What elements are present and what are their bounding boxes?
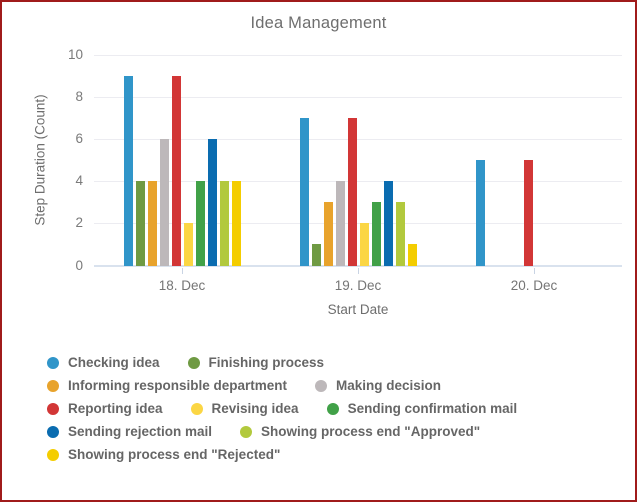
legend-color-dot-icon (315, 379, 328, 392)
bar-0-2[interactable] (147, 181, 157, 266)
x-axis-tick (533, 267, 535, 274)
bar-group (475, 55, 593, 266)
legend-color-dot-icon (47, 356, 59, 369)
legend-row: Reporting idea Revising idea Sending confi… (47, 400, 545, 417)
bar-0-6[interactable] (195, 181, 205, 266)
legend-item[interactable]: Finishing process (187, 355, 325, 370)
bar-group (299, 55, 417, 266)
gridline (94, 139, 622, 141)
bar-1-7[interactable] (383, 181, 393, 266)
legend-item-label: Finishing process (208, 355, 325, 370)
bar-2-0[interactable] (475, 160, 485, 266)
bar-1-2[interactable] (323, 202, 333, 266)
legend-row: Showing process end "Rejected" (47, 446, 545, 463)
legend-color-dot-icon (190, 402, 203, 415)
bar-0-7[interactable] (207, 139, 217, 266)
gridline (94, 55, 622, 56)
gridline (94, 223, 622, 225)
legend-item[interactable]: Sending confirmation mail (326, 401, 518, 416)
bar-group (123, 55, 241, 266)
legend-row: Checking idea Finishing process (47, 354, 545, 371)
bar-1-0[interactable] (299, 118, 309, 266)
y-tick-label: 6 (75, 131, 83, 147)
legend-item-label: Reporting idea (68, 401, 163, 416)
y-tick-label: 2 (75, 215, 83, 231)
legend-item[interactable]: Sending rejection mail (47, 424, 212, 439)
bar-2-4[interactable] (523, 160, 533, 266)
legend-color-dot-icon (47, 402, 59, 415)
bar-1-9[interactable] (407, 244, 417, 266)
legend-color-dot-icon (326, 402, 339, 415)
x-axis-line (94, 264, 622, 267)
legend-color-dot-icon (240, 425, 253, 438)
y-tick-label: 10 (67, 47, 83, 62)
bar-0-8[interactable] (219, 181, 229, 266)
bar-1-6[interactable] (371, 202, 381, 266)
legend-item-label: Showing process end "Approved" (261, 424, 481, 439)
bar-1-4[interactable] (347, 118, 357, 266)
legend-row: Sending rejection mail Showing process en… (47, 423, 545, 440)
legend-item-label: Showing process end "Rejected" (68, 447, 281, 462)
legend-item-label: Making decision (336, 378, 442, 393)
x-axis-title: Start Date (327, 302, 389, 317)
legend-item[interactable]: Showing process end "Rejected" (47, 447, 280, 462)
bar-0-5[interactable] (183, 223, 193, 266)
legend-item-label: Checking idea (68, 355, 160, 370)
x-axis-tick (357, 267, 359, 274)
bar-1-8[interactable] (395, 202, 405, 266)
x-tick-label: 19. Dec (334, 278, 382, 293)
gridline (94, 181, 622, 183)
legend: Checking idea Finishing process Informing … (47, 354, 545, 469)
legend-color-dot-icon (187, 356, 200, 369)
legend-item[interactable]: Reporting idea (47, 401, 163, 416)
legend-color-dot-icon (47, 379, 59, 392)
legend-item-label: Sending rejection mail (68, 424, 213, 439)
bar-0-9[interactable] (231, 181, 241, 266)
x-axis-tick (181, 267, 183, 274)
legend-item[interactable]: Making decision (315, 378, 441, 393)
bar-0-0[interactable] (123, 76, 133, 266)
bar-1-1[interactable] (311, 244, 321, 266)
legend-item-label: Sending confirmation mail (347, 401, 518, 416)
bar-1-5[interactable] (359, 223, 369, 266)
y-tick-label: 0 (75, 257, 83, 273)
y-tick-label: 8 (75, 89, 83, 105)
y-tick-label: 4 (75, 173, 83, 189)
chart-title: Idea Management (250, 14, 387, 32)
x-tick-label: 20. Dec (510, 278, 558, 293)
legend-item-label: Informing responsible department (68, 378, 288, 393)
bar-0-3[interactable] (159, 139, 169, 266)
gridline (94, 97, 622, 99)
legend-item[interactable]: Checking idea (47, 355, 160, 370)
bar-1-3[interactable] (335, 181, 345, 266)
legend-item[interactable]: Showing process end "Approved" (240, 424, 480, 439)
legend-item[interactable]: Revising idea (190, 401, 299, 416)
legend-color-dot-icon (47, 425, 59, 438)
bar-0-1[interactable] (135, 181, 145, 266)
bar-0-4[interactable] (171, 76, 181, 266)
x-tick-label: 18. Dec (158, 278, 206, 293)
y-axis-title: Step Duration (Count) (32, 94, 48, 226)
legend-item[interactable]: Informing responsible department (47, 378, 287, 393)
legend-row: Informing responsible department Making d… (47, 377, 545, 394)
legend-color-dot-icon (47, 448, 59, 461)
legend-item-label: Revising idea (211, 401, 299, 416)
